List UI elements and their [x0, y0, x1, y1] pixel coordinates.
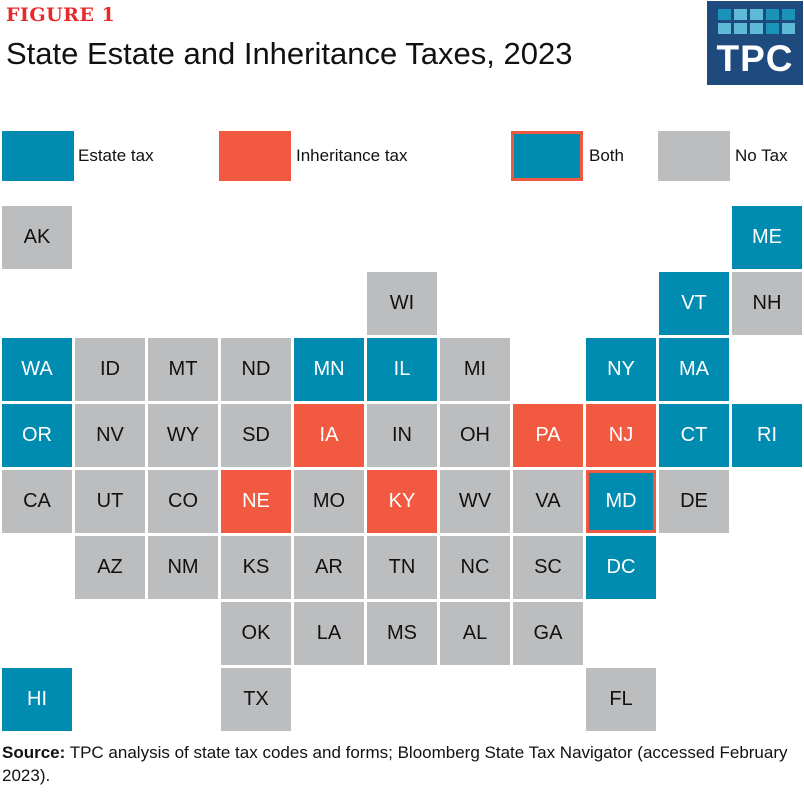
state-tile-ga: GA — [513, 602, 583, 665]
state-tile-sc: SC — [513, 536, 583, 599]
legend-label-inheritance: Inheritance tax — [296, 146, 408, 165]
logo-square — [766, 23, 779, 34]
state-tile-ny: NY — [586, 338, 656, 401]
state-tile-dc: DC — [586, 536, 656, 599]
state-tile-ne: NE — [221, 470, 291, 533]
state-tile-ca: CA — [2, 470, 72, 533]
logo-square — [718, 23, 731, 34]
state-tile-ri: RI — [732, 404, 802, 467]
state-tile-ok: OK — [221, 602, 291, 665]
figure-label: FIGURE 1 — [6, 4, 116, 26]
legend-swatch-estate — [2, 131, 74, 181]
state-tile-wy: WY — [148, 404, 218, 467]
logo-square — [750, 9, 763, 20]
state-tile-sd: SD — [221, 404, 291, 467]
state-tile-me: ME — [732, 206, 802, 269]
state-tile-mn: MN — [294, 338, 364, 401]
state-tile-la: LA — [294, 602, 364, 665]
state-tile-ms: MS — [367, 602, 437, 665]
legend-label-both: Both — [589, 146, 624, 165]
state-tile-ma: MA — [659, 338, 729, 401]
state-tile-in: IN — [367, 404, 437, 467]
legend-label-none: No Tax — [735, 146, 788, 165]
state-tile-va: VA — [513, 470, 583, 533]
state-tile-oh: OH — [440, 404, 510, 467]
state-tile-vt: VT — [659, 272, 729, 335]
state-tile-il: IL — [367, 338, 437, 401]
source-text: TPC analysis of state tax codes and form… — [2, 743, 788, 785]
state-tile-wi: WI — [367, 272, 437, 335]
state-tile-wa: WA — [2, 338, 72, 401]
state-tile-ky: KY — [367, 470, 437, 533]
source-label: Source: — [2, 743, 66, 762]
logo-square — [782, 9, 795, 20]
logo-square — [750, 23, 763, 34]
state-tile-nm: NM — [148, 536, 218, 599]
legend-swatch-inheritance — [219, 131, 291, 181]
state-tile-nh: NH — [732, 272, 802, 335]
logo-square — [734, 23, 747, 34]
state-tile-al: AL — [440, 602, 510, 665]
state-tile-pa: PA — [513, 404, 583, 467]
logo-square — [766, 9, 779, 20]
legend-swatch-both — [511, 131, 583, 181]
state-tile-co: CO — [148, 470, 218, 533]
source-note: Source: TPC analysis of state tax codes … — [2, 741, 804, 787]
state-tile-ct: CT — [659, 404, 729, 467]
logo-square — [718, 9, 731, 20]
state-tile-mt: MT — [148, 338, 218, 401]
state-tile-wv: WV — [440, 470, 510, 533]
state-tile-ks: KS — [221, 536, 291, 599]
state-tile-ak: AK — [2, 206, 72, 269]
state-tile-nc: NC — [440, 536, 510, 599]
state-tile-nv: NV — [75, 404, 145, 467]
state-tile-tx: TX — [221, 668, 291, 731]
state-tile-ia: IA — [294, 404, 364, 467]
logo-square — [734, 9, 747, 20]
state-tile-de: DE — [659, 470, 729, 533]
state-tile-nd: ND — [221, 338, 291, 401]
state-tile-nj: NJ — [586, 404, 656, 467]
state-tile-or: OR — [2, 404, 72, 467]
state-tile-mo: MO — [294, 470, 364, 533]
state-tile-hi: HI — [2, 668, 72, 731]
state-tile-az: AZ — [75, 536, 145, 599]
tpc-logo: TPC — [707, 1, 803, 85]
state-tile-tn: TN — [367, 536, 437, 599]
legend-swatch-none — [658, 131, 730, 181]
logo-text: TPC — [716, 38, 794, 79]
chart-title: State Estate and Inheritance Taxes, 2023 — [6, 36, 573, 71]
state-tile-ut: UT — [75, 470, 145, 533]
state-tile-ar: AR — [294, 536, 364, 599]
state-tile-mi: MI — [440, 338, 510, 401]
logo-square — [782, 23, 795, 34]
state-tile-md: MD — [586, 470, 656, 533]
legend-label-estate: Estate tax — [78, 146, 154, 165]
state-tile-fl: FL — [586, 668, 656, 731]
state-tile-id: ID — [75, 338, 145, 401]
